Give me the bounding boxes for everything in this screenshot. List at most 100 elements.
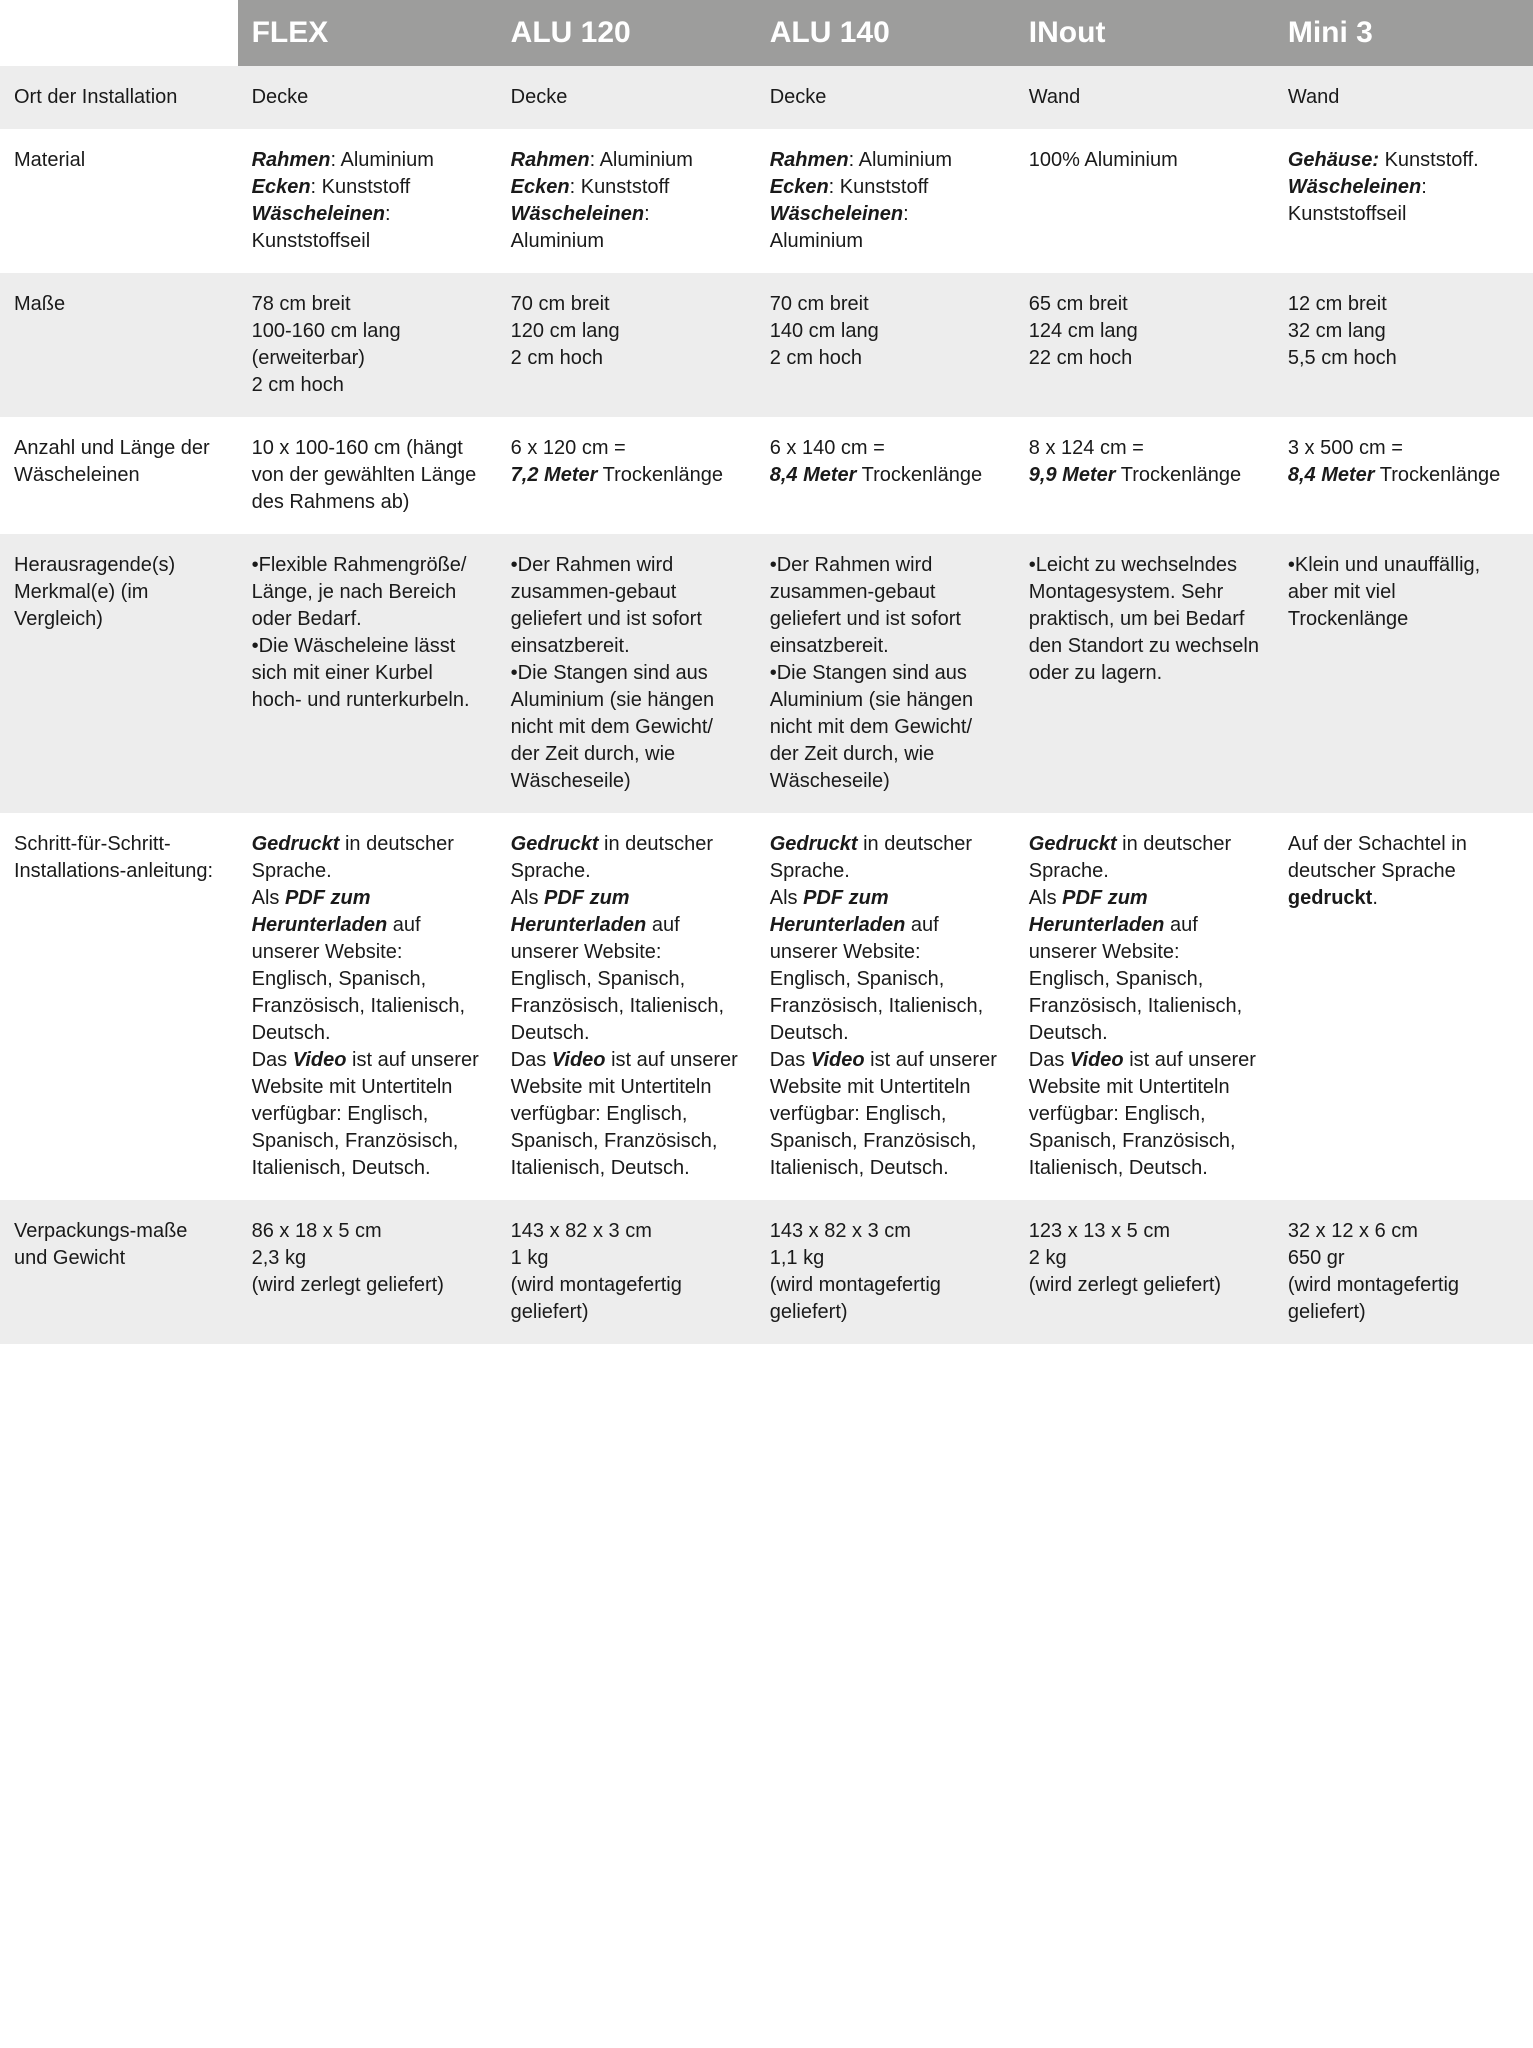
material-flex-leinen: Wäscheleinen: [252, 203, 385, 225]
anleitung-alu140-a: Gedruckt: [770, 833, 858, 855]
verpackung-inout-l2: 2 kg: [1029, 1247, 1067, 1269]
anleitung-alu140: Gedruckt in deutscher Sprache. Als PDF z…: [756, 813, 1015, 1200]
verpackung-alu120: 143 x 82 x 3 cm 1 kg (wird montagefertig…: [497, 1200, 756, 1344]
masse-inout-l3: 22 cm hoch: [1029, 347, 1132, 369]
masse-alu120-l3: 2 cm hoch: [511, 347, 603, 369]
masse-mini3-l3: 5,5 cm hoch: [1288, 347, 1397, 369]
row-ort: Ort der Installation Decke Decke Decke W…: [0, 66, 1533, 129]
masse-mini3-l2: 32 cm lang: [1288, 320, 1386, 342]
material-alu120: Rahmen: Aluminium Ecken: Kunststoff Wäsc…: [497, 129, 756, 273]
verpackung-flex-l2: 2,3 kg: [252, 1247, 306, 1269]
anleitung-flex-f: Das: [252, 1049, 293, 1071]
anleitung-alu120-f: Das: [511, 1049, 552, 1071]
merkmal-alu140-p2: •Die Stangen sind aus Aluminium (sie hän…: [770, 662, 973, 792]
merkmal-flex-p1: •Flexible Rahmengröße/ Länge, je nach Be…: [252, 554, 467, 630]
masse-alu120-l2: 120 cm lang: [511, 320, 620, 342]
anleitung-alu120: Gedruckt in deutscher Sprache. Als PDF z…: [497, 813, 756, 1200]
anzahl-alu120-c: Trockenlänge: [603, 464, 723, 486]
material-flex-rahmen-v: : Aluminium: [331, 149, 434, 171]
anzahl-flex: 10 x 100-160 cm (hängt von der gewählten…: [238, 417, 497, 534]
ort-alu140: Decke: [756, 66, 1015, 129]
header-mini3: Mini 3: [1274, 0, 1533, 66]
header-alu120: ALU 120: [497, 0, 756, 66]
material-flex: Rahmen: Aluminium Ecken: Kunststoff Wäsc…: [238, 129, 497, 273]
material-alu140-ecken-v: : Kunststoff: [829, 176, 929, 198]
anzahl-mini3-a: 3 x 500 cm =: [1288, 437, 1403, 459]
verpackung-alu140-l2: 1,1 kg: [770, 1247, 824, 1269]
material-inout: 100% Aluminium: [1015, 129, 1274, 273]
merkmal-mini3: •Klein und unauffällig, aber mit viel Tr…: [1274, 534, 1533, 813]
anzahl-alu120-a: 6 x 120 cm =: [511, 437, 626, 459]
masse-flex-l1: 78 cm breit: [252, 293, 351, 315]
anleitung-inout-f: Das: [1029, 1049, 1070, 1071]
anleitung-inout-g: Video: [1070, 1049, 1124, 1071]
ort-inout: Wand: [1015, 66, 1274, 129]
masse-inout-l2: 124 cm lang: [1029, 320, 1138, 342]
material-alu140-rahmen-v: : Aluminium: [849, 149, 952, 171]
anzahl-mini3-b: 8,4 Meter: [1288, 464, 1375, 486]
merkmal-flex-p2: •Die Wäscheleine lässt sich mit einer Ku…: [252, 635, 470, 711]
anleitung-alu120-g: Video: [552, 1049, 606, 1071]
masse-flex: 78 cm breit 100-160 cm lang (erweiterbar…: [238, 273, 497, 417]
anzahl-alu140-a: 6 x 140 cm =: [770, 437, 885, 459]
row-verpackung: Verpackungs-maße und Gewicht 86 x 18 x 5…: [0, 1200, 1533, 1344]
material-alu140-leinen: Wäscheleinen: [770, 203, 903, 225]
merkmal-alu140-p1: •Der Rahmen wird zusammen-gebaut geliefe…: [770, 554, 961, 657]
anzahl-inout-a: 8 x 124 cm =: [1029, 437, 1144, 459]
merkmal-flex: •Flexible Rahmengröße/ Länge, je nach Be…: [238, 534, 497, 813]
merkmal-alu120: •Der Rahmen wird zusammen-gebaut geliefe…: [497, 534, 756, 813]
material-mini3-leinen: Wäscheleinen: [1288, 176, 1421, 198]
label-anleitung: Schritt-für-Schritt-Installations-anleit…: [0, 813, 238, 1200]
material-flex-ecken: Ecken: [252, 176, 311, 198]
anleitung-inout-a: Gedruckt: [1029, 833, 1117, 855]
masse-mini3-l1: 12 cm breit: [1288, 293, 1387, 315]
anzahl-inout-b: 9,9 Meter: [1029, 464, 1116, 486]
header-blank: [0, 0, 238, 66]
verpackung-alu140-l3: (wird montagefertig geliefert): [770, 1274, 941, 1323]
merkmal-alu120-p2: •Die Stangen sind aus Aluminium (sie hän…: [511, 662, 714, 792]
anleitung-inout: Gedruckt in deutscher Sprache. Als PDF z…: [1015, 813, 1274, 1200]
anleitung-alu140-g: Video: [811, 1049, 865, 1071]
header-inout: INout: [1015, 0, 1274, 66]
anleitung-flex-c: Als: [252, 887, 285, 909]
verpackung-alu120-l1: 143 x 82 x 3 cm: [511, 1220, 652, 1242]
verpackung-mini3: 32 x 12 x 6 cm 650 gr (wird montageferti…: [1274, 1200, 1533, 1344]
label-masse: Maße: [0, 273, 238, 417]
header-flex: FLEX: [238, 0, 497, 66]
header-row: FLEX ALU 120 ALU 140 INout Mini 3: [0, 0, 1533, 66]
row-anzahl: Anzahl und Länge der Wäscheleinen 10 x 1…: [0, 417, 1533, 534]
anzahl-mini3: 3 x 500 cm = 8,4 Meter Trockenlänge: [1274, 417, 1533, 534]
anleitung-alu120-c: Als: [511, 887, 544, 909]
label-material: Material: [0, 129, 238, 273]
masse-inout: 65 cm breit 124 cm lang 22 cm hoch: [1015, 273, 1274, 417]
masse-alu140-l1: 70 cm breit: [770, 293, 869, 315]
anleitung-alu120-a: Gedruckt: [511, 833, 599, 855]
anleitung-mini3-c: .: [1372, 887, 1378, 909]
verpackung-alu120-l3: (wird montagefertig geliefert): [511, 1274, 682, 1323]
material-mini3-gehaeuse-v: Kunststoff.: [1379, 149, 1479, 171]
masse-alu120-l1: 70 cm breit: [511, 293, 610, 315]
material-mini3: Gehäuse: Kunststoff. Wäscheleinen: Kunst…: [1274, 129, 1533, 273]
material-alu120-rahmen-v: : Aluminium: [590, 149, 693, 171]
material-mini3-gehaeuse: Gehäuse:: [1288, 149, 1379, 171]
anzahl-alu140-b: 8,4 Meter: [770, 464, 857, 486]
anzahl-inout: 8 x 124 cm = 9,9 Meter Trockenlänge: [1015, 417, 1274, 534]
label-merkmal: Herausragende(s) Merkmal(e) (im Vergleic…: [0, 534, 238, 813]
material-flex-rahmen: Rahmen: [252, 149, 331, 171]
masse-mini3: 12 cm breit 32 cm lang 5,5 cm hoch: [1274, 273, 1533, 417]
label-verpackung: Verpackungs-maße und Gewicht: [0, 1200, 238, 1344]
material-alu120-ecken-v: : Kunststoff: [570, 176, 670, 198]
anleitung-alu140-f: Das: [770, 1049, 811, 1071]
verpackung-flex-l1: 86 x 18 x 5 cm: [252, 1220, 382, 1242]
comparison-table: FLEX ALU 120 ALU 140 INout Mini 3 Ort de…: [0, 0, 1533, 1344]
label-ort: Ort der Installation: [0, 66, 238, 129]
verpackung-inout: 123 x 13 x 5 cm 2 kg (wird zerlegt gelie…: [1015, 1200, 1274, 1344]
verpackung-mini3-l2: 650 gr: [1288, 1247, 1345, 1269]
masse-flex-l2: 100-160 cm lang (erweiterbar): [252, 320, 401, 369]
merkmal-inout: •Leicht zu wechselndes Montagesystem. Se…: [1015, 534, 1274, 813]
row-masse: Maße 78 cm breit 100-160 cm lang (erweit…: [0, 273, 1533, 417]
material-flex-ecken-v: : Kunststoff: [311, 176, 411, 198]
verpackung-inout-l3: (wird zerlegt geliefert): [1029, 1274, 1221, 1296]
anleitung-mini3: Auf der Schachtel in deutscher Sprache g…: [1274, 813, 1533, 1200]
masse-alu140-l2: 140 cm lang: [770, 320, 879, 342]
